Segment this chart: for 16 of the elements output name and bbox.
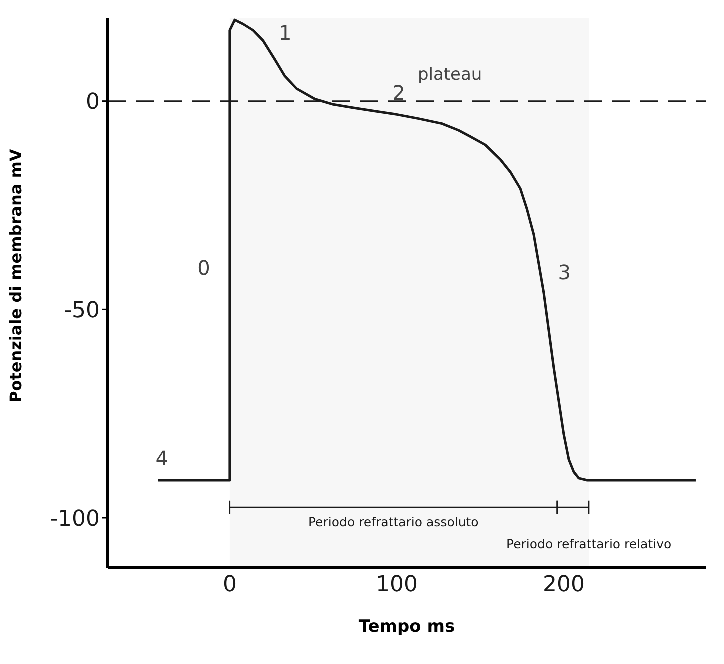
y-axis-title: Potenziale di membrana mV	[6, 148, 26, 403]
x-axis-title: Tempo ms	[358, 617, 456, 637]
band-label: Periodo refrattario relativo	[506, 536, 672, 552]
annotation: 3	[558, 260, 571, 284]
x-tick-label: 200	[543, 572, 586, 598]
annotation: 0	[198, 256, 210, 280]
annotation: 2	[392, 80, 406, 105]
y-tick-label: -50	[64, 298, 100, 324]
annotation: 1	[278, 21, 292, 46]
y-tick-label: -100	[50, 506, 100, 532]
x-tick-label: 100	[376, 572, 418, 598]
y-tick-label: 0	[86, 90, 100, 116]
annotation: plateau	[418, 64, 482, 85]
band-label: Periodo refrattario assoluto	[308, 514, 479, 530]
annotation: 4	[156, 446, 168, 471]
x-tick-label: 0	[222, 572, 237, 598]
